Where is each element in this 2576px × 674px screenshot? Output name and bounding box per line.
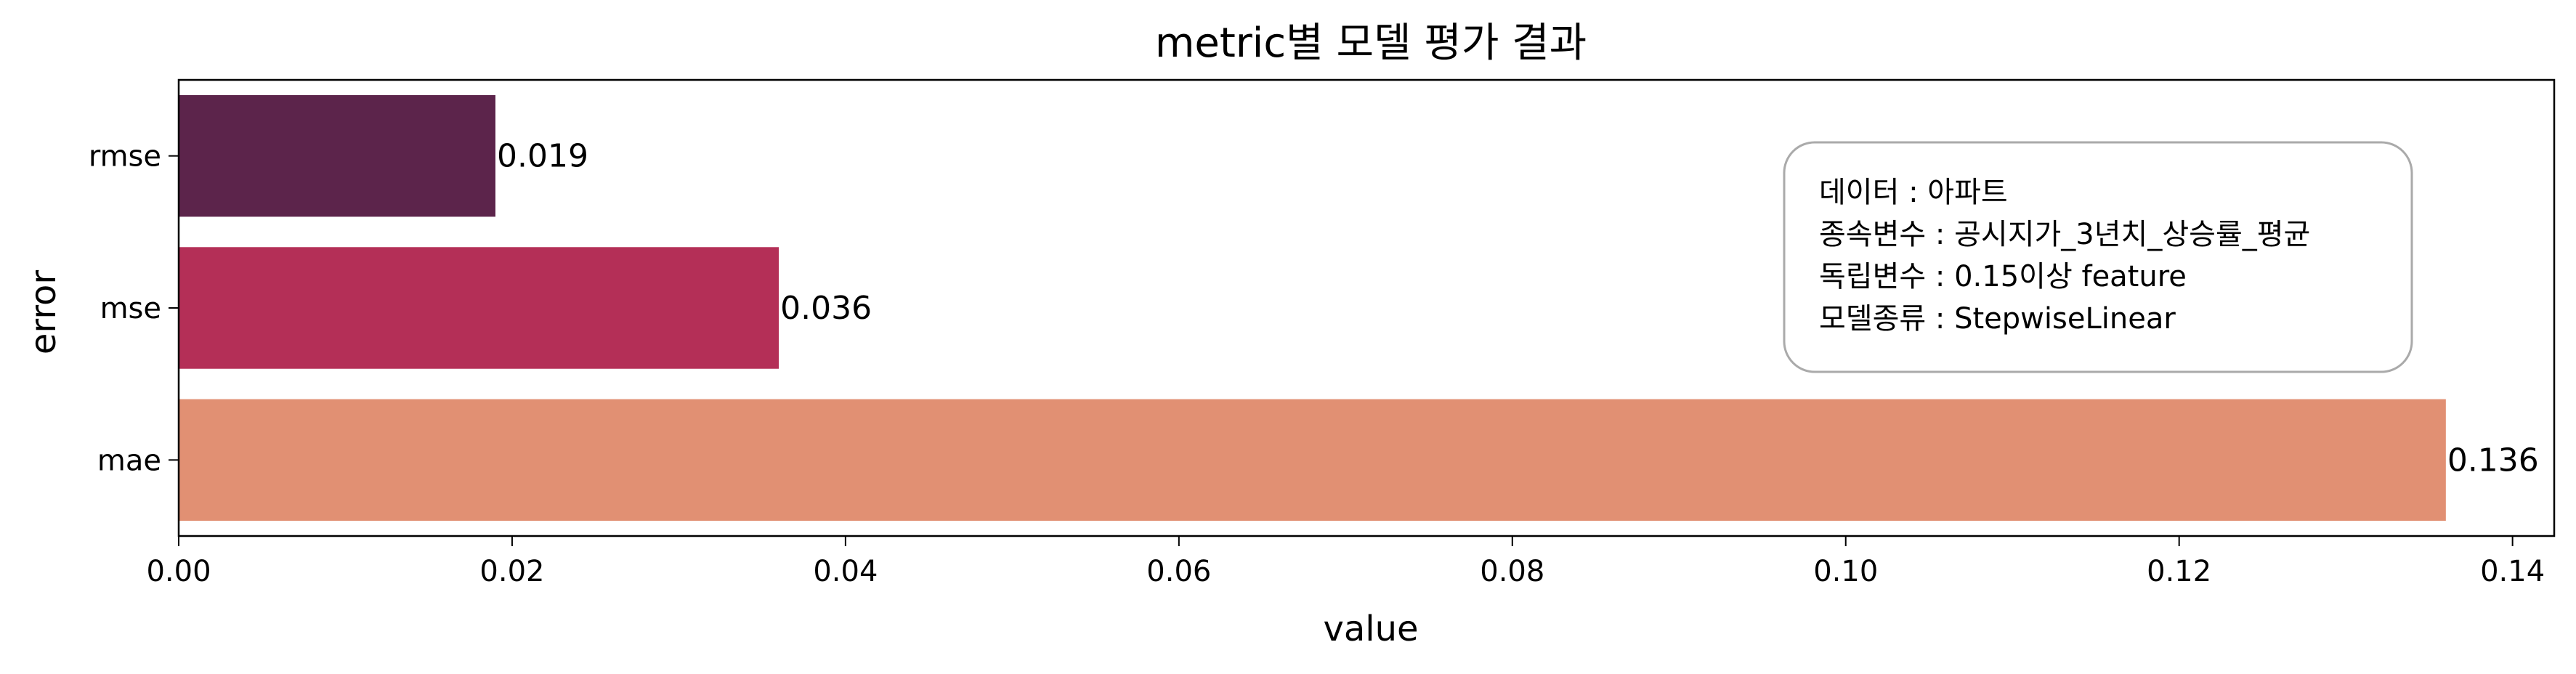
x-tick-label: 0.14 xyxy=(2480,555,2545,588)
bar-rmse xyxy=(179,94,495,217)
x-tick-label: 0.12 xyxy=(2147,555,2211,588)
x-tick-label: 0.02 xyxy=(479,555,544,588)
x-tick-label: 0.08 xyxy=(1480,555,1544,588)
x-tick-label: 0.10 xyxy=(1813,555,1878,588)
annotation-line: 모델종류 : StepwiseLinear xyxy=(1819,302,2176,336)
y-tick-label-mse: mse xyxy=(100,292,161,325)
chart-title: metric별 모델 평가 결과 xyxy=(1155,20,1587,67)
annotation-frame xyxy=(1783,141,2413,373)
y-tick-label-mae: mae xyxy=(97,444,161,477)
y-axis-label: error xyxy=(23,270,64,354)
x-tick-label: 0.00 xyxy=(146,555,211,588)
bar-mse xyxy=(179,247,779,369)
annotation-line: 데이터 : 아파트 xyxy=(1819,176,2008,209)
annotation-line: 독립변수 : 0.15이상 feature xyxy=(1819,260,2187,293)
data-label-rmse: 0.019 xyxy=(497,138,588,175)
data-label-mse: 0.036 xyxy=(780,290,872,327)
annotation-line: 종속변수 : 공시지가_3년치_상승률_평균 xyxy=(1819,218,2310,251)
x-tick-label: 0.04 xyxy=(813,555,878,588)
bar-mae xyxy=(179,399,2446,521)
data-label-mae: 0.136 xyxy=(2447,442,2539,479)
plot-frame xyxy=(177,78,2556,537)
x-axis-label: value xyxy=(1323,609,1418,649)
y-tick-label-rmse: rmse xyxy=(89,140,161,174)
plot-area: 0.019 rmse 0.036 mse 0.136 mae 0.00 0.02 0.04 0.0… xyxy=(89,78,2556,588)
x-tick-label: 0.06 xyxy=(1146,555,1211,588)
